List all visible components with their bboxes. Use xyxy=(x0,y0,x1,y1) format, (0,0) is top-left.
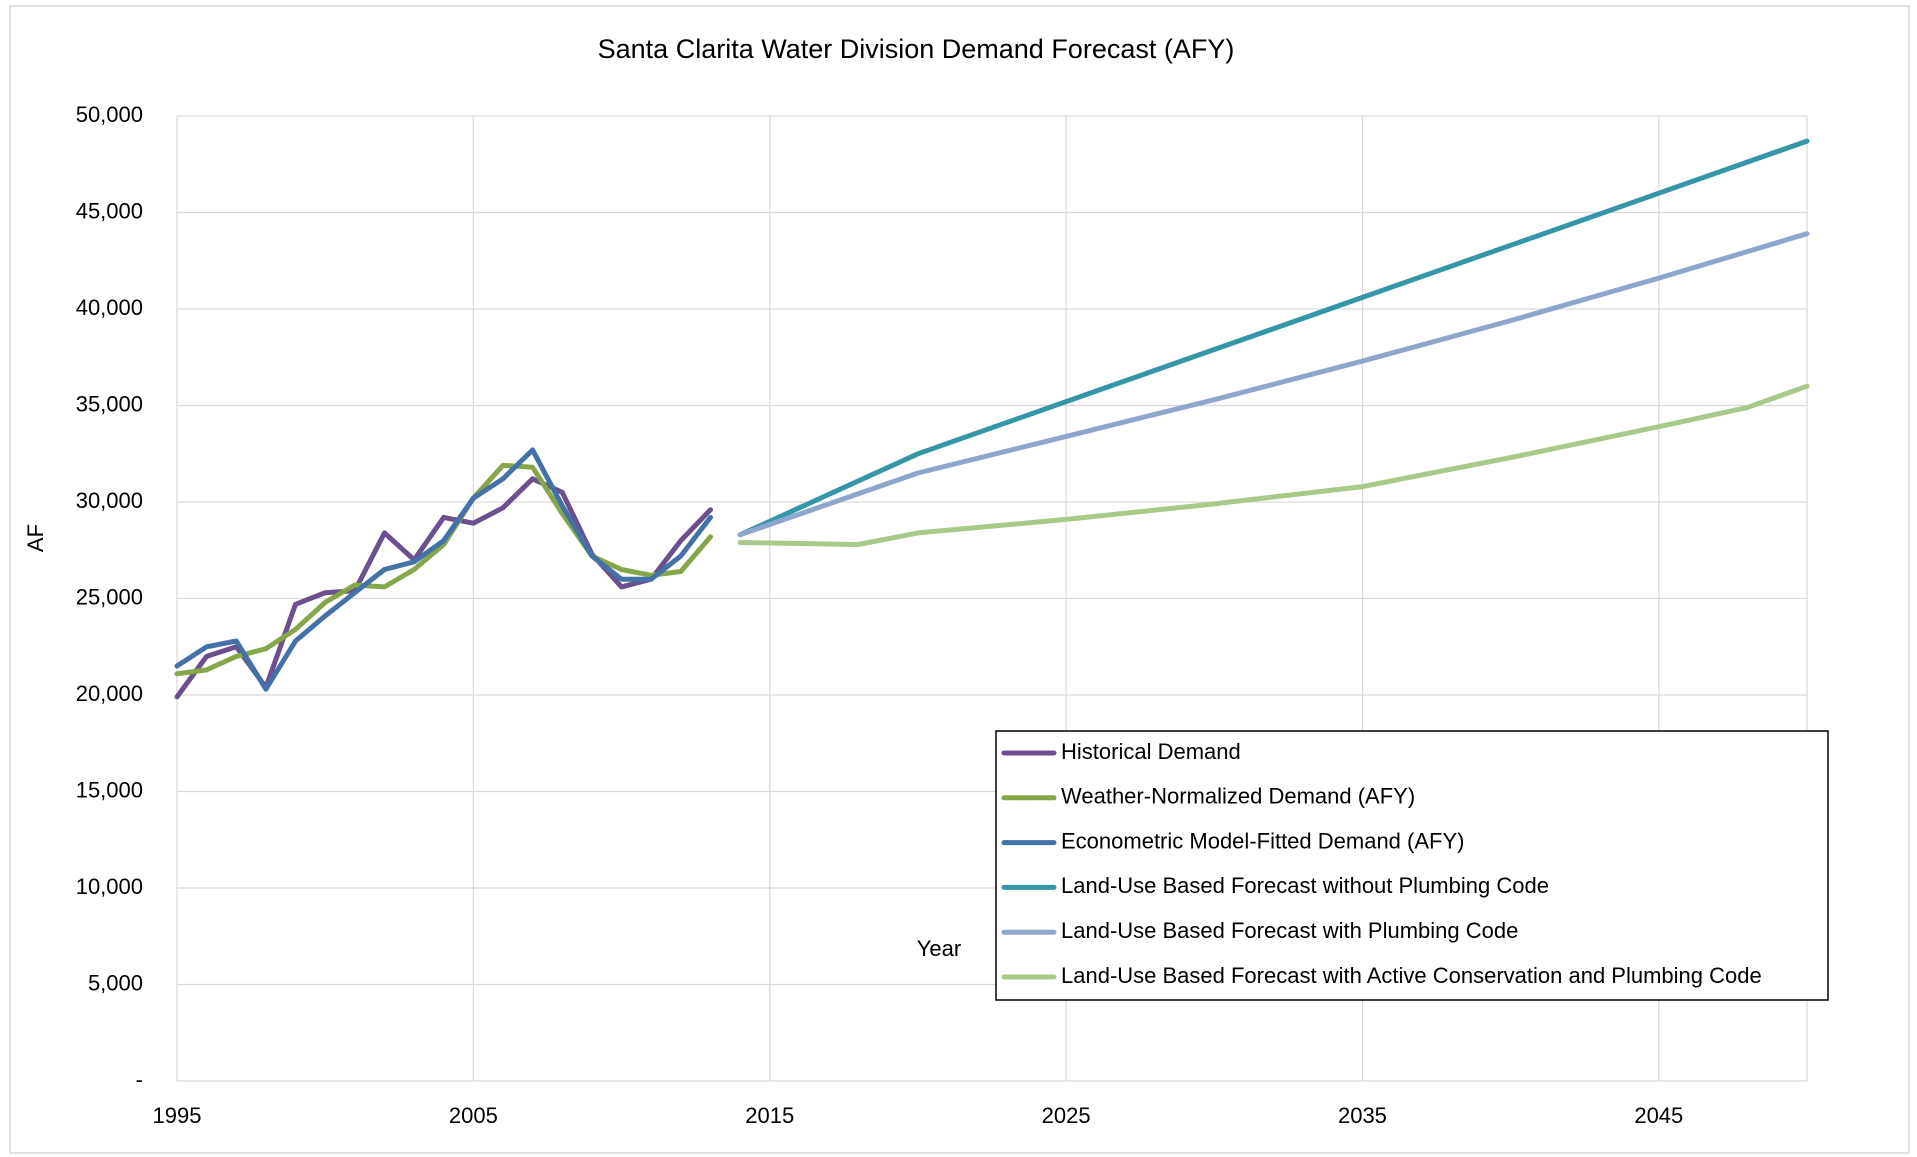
series-line xyxy=(737,383,1810,547)
chart-title: Santa Clarita Water Division Demand Fore… xyxy=(598,34,1235,64)
x-tick-label: 2035 xyxy=(1338,1103,1387,1128)
series-line xyxy=(737,138,1810,538)
series-line xyxy=(737,231,1810,538)
y-axis-label: AF xyxy=(23,524,48,552)
y-tick-label: 25,000 xyxy=(76,584,143,609)
series-line xyxy=(174,462,713,677)
series-line xyxy=(174,447,713,692)
y-tick-label: 50,000 xyxy=(76,102,143,127)
y-tick-label: 30,000 xyxy=(76,488,143,513)
legend-label: Econometric Model-Fitted Demand (AFY) xyxy=(1061,828,1464,853)
x-tick-label: 2015 xyxy=(745,1103,794,1128)
grid: - 5,000 10,000 15,000 20,000 25,000 30,000 35,0… xyxy=(76,102,1808,1128)
legend-label: Historical Demand xyxy=(1061,739,1241,764)
y-tick-label: 35,000 xyxy=(76,391,143,416)
x-tick-label: 2025 xyxy=(1042,1103,1091,1128)
legend-label: Land-Use Based Forecast without Plumbing… xyxy=(1061,873,1549,898)
x-tick-label: 2005 xyxy=(449,1103,498,1128)
y-tick-label: 15,000 xyxy=(76,777,143,802)
x-tick-label: 2045 xyxy=(1634,1103,1683,1128)
x-tick-label: 1995 xyxy=(153,1103,202,1128)
y-tick-label: 40,000 xyxy=(76,295,143,320)
y-tick-label: 20,000 xyxy=(76,681,143,706)
legend: Historical Demand Weather-Normalized Dema… xyxy=(1001,739,1762,988)
x-axis-label: Year xyxy=(917,936,961,961)
legend-label: Weather-Normalized Demand (AFY) xyxy=(1061,784,1415,809)
y-tick-label: 45,000 xyxy=(76,198,143,223)
y-tick-label: 5,000 xyxy=(88,970,143,995)
legend-label: Land-Use Based Forecast with Plumbing Co… xyxy=(1061,918,1518,943)
lines xyxy=(174,138,1810,700)
legend-label: Land-Use Based Forecast with Active Cons… xyxy=(1061,963,1762,988)
legend-box xyxy=(995,730,1829,1001)
y-tick-label: - xyxy=(136,1067,143,1092)
y-tick-label: 10,000 xyxy=(76,874,143,899)
